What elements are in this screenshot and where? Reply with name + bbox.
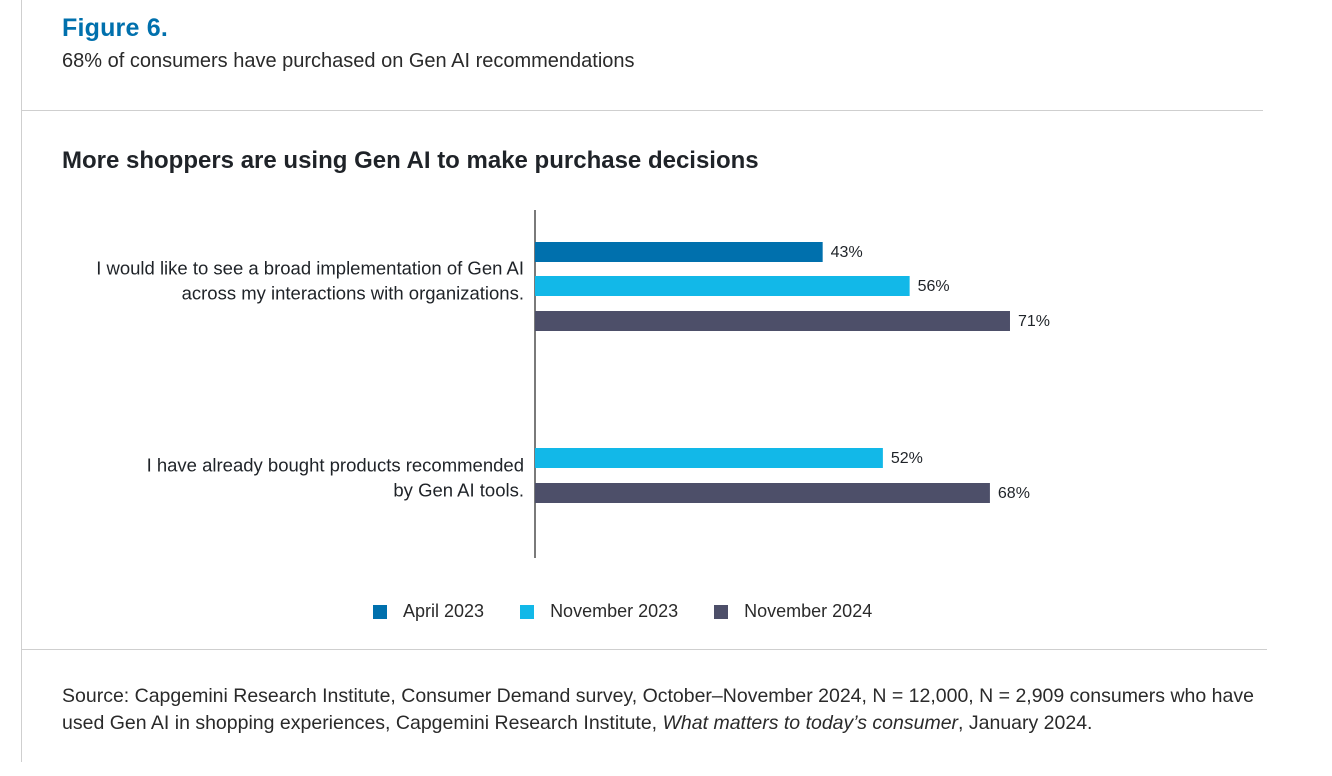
legend-item-november-2023: November 2023	[520, 601, 678, 622]
category-label: I would like to see a broad implementati…	[96, 258, 524, 279]
legend-label-november-2023: November 2023	[550, 601, 679, 621]
legend-swatch-november-2023	[520, 604, 535, 619]
legend-label-april-2023: April 2023	[403, 601, 485, 621]
chart-legend: April 2023 November 2023 November 2024	[373, 601, 908, 622]
figure-subtitle: 68% of consumers have purchased on Gen A…	[62, 50, 635, 72]
chart-title: More shoppers are using Gen AI to make p…	[62, 147, 759, 174]
bar-value-label: 71%	[1018, 313, 1050, 330]
left-border-rule	[21, 0, 22, 762]
category-label: across my interactions with organization…	[182, 283, 524, 304]
legend-label-november-2024: November 2024	[744, 601, 873, 621]
legend-item-april-2023: April 2023	[373, 601, 484, 622]
figure-label: Figure 6.	[62, 14, 168, 42]
source-suffix: , January 2024.	[958, 712, 1093, 734]
source-note: Source: Capgemini Research Institute, Co…	[62, 683, 1282, 737]
top-divider	[21, 110, 1263, 111]
bar	[535, 242, 823, 262]
bar-value-label: 56%	[918, 278, 950, 295]
legend-item-november-2024: November 2024	[714, 601, 872, 622]
bar	[535, 276, 910, 296]
source-report-title: What matters to today’s consumer	[662, 712, 959, 734]
category-label: I have already bought products recommend…	[147, 455, 524, 476]
bar	[535, 311, 1010, 331]
legend-swatch-april-2023	[373, 604, 387, 619]
bar	[535, 483, 990, 503]
bar-value-label: 43%	[831, 244, 863, 261]
bar	[535, 448, 883, 468]
bottom-divider	[21, 649, 1267, 650]
bar-chart: I would like to see a broad implementati…	[96, 210, 1050, 558]
category-label: by Gen AI tools.	[393, 480, 524, 501]
legend-swatch-november-2024	[714, 604, 729, 619]
source-prefix: Source: Capgemini Research Institute, Co…	[62, 685, 1254, 734]
bar-value-label: 52%	[891, 450, 923, 467]
bar-value-label: 68%	[998, 485, 1030, 502]
